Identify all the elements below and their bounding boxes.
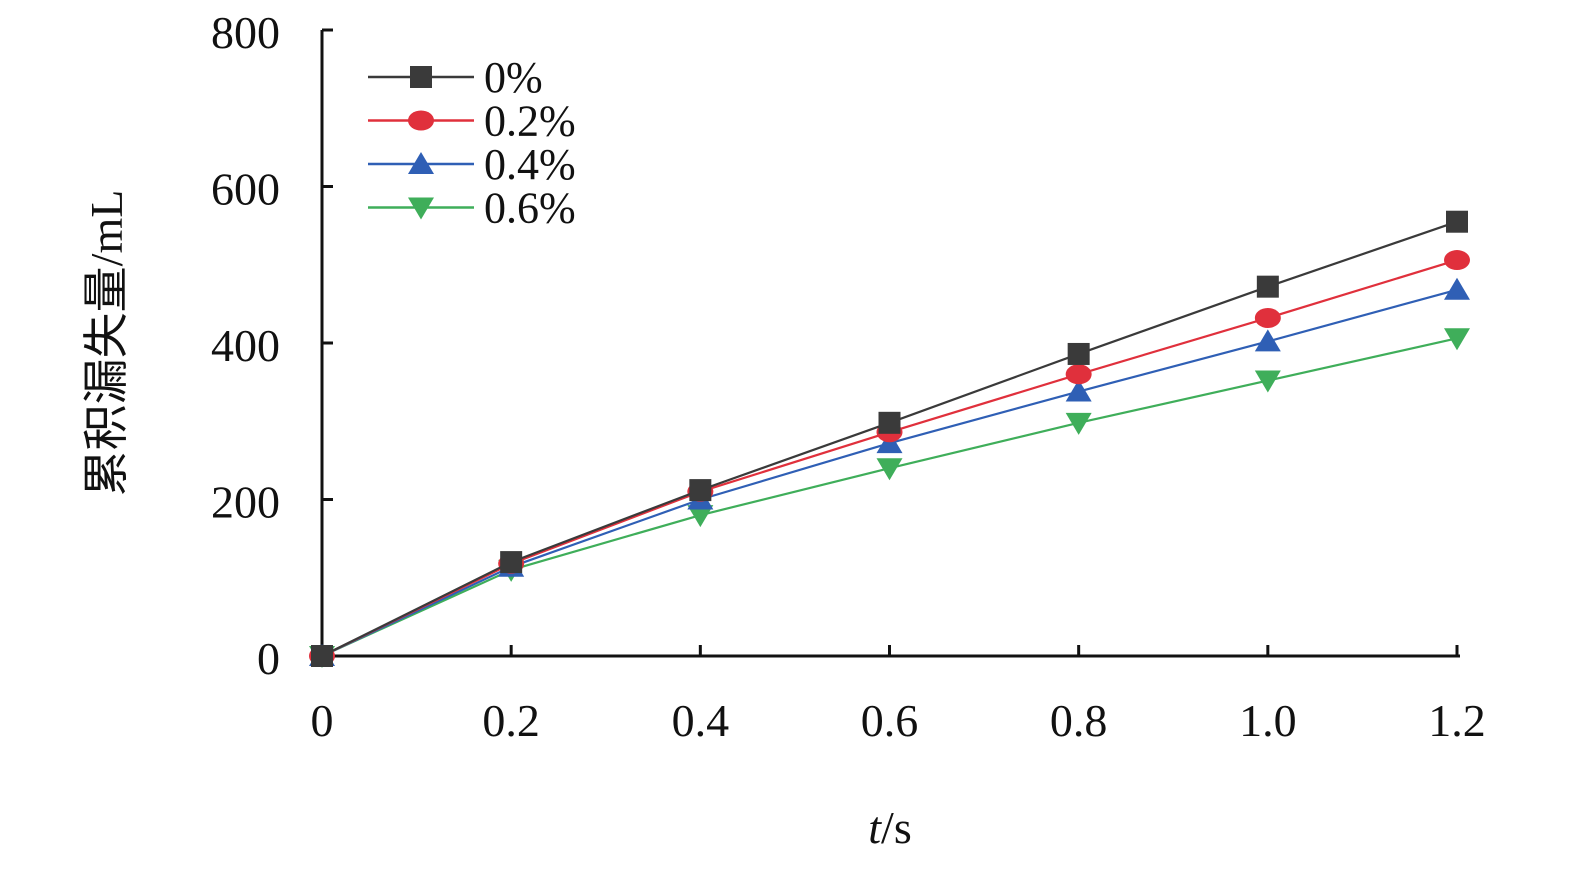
x-tick-label: 0.2: [482, 695, 540, 746]
data-point: [1065, 364, 1092, 385]
data-point: [500, 551, 523, 574]
y-tick-label: 400: [211, 320, 280, 371]
x-tick-label: 0.6: [861, 695, 919, 746]
series-0-6-: [309, 328, 1470, 668]
data-point: [1067, 342, 1090, 365]
x-ticks: 0 0.2 0.4 0.6 0.8 1.0 1.2: [311, 645, 1486, 746]
legend-marker: [408, 110, 434, 131]
data-point: [1444, 328, 1470, 351]
legend-entry: 0.6%: [368, 184, 576, 233]
legend: 0%0.2%0.4%0.6%: [368, 53, 576, 233]
data-point: [1444, 277, 1470, 300]
legend-label: 0.6%: [484, 184, 576, 233]
series-line: [321, 259, 1458, 657]
data-point: [311, 645, 333, 667]
series-layer: [309, 210, 1470, 668]
series-0-2-: [309, 250, 1470, 666]
data-point: [1065, 379, 1092, 402]
y-ticks: 0 200 400 600 800: [211, 7, 333, 684]
x-tick-label: 0.8: [1050, 695, 1108, 746]
series-line: [321, 337, 1458, 658]
legend-label: 0.2%: [484, 97, 576, 146]
x-tick-label: 1.0: [1239, 695, 1297, 746]
legend-label: 0%: [484, 53, 543, 102]
data-point: [689, 479, 712, 502]
x-tick-label: 0.4: [672, 695, 730, 746]
legend-label: 0.4%: [484, 140, 576, 189]
legend-marker: [408, 197, 434, 220]
data-point: [1444, 250, 1470, 271]
data-point: [878, 411, 901, 434]
data-point: [1254, 370, 1281, 393]
data-point: [1254, 329, 1281, 352]
series-0-: [311, 210, 1468, 667]
legend-marker: [408, 152, 434, 174]
x-axis-title-unit: /s: [881, 802, 912, 853]
y-axis-title: 累积漏失量/mL: [81, 190, 132, 497]
data-point: [1065, 412, 1092, 435]
data-point: [687, 505, 714, 528]
y-tick-label: 200: [211, 477, 280, 528]
x-axis-title-var: t: [868, 802, 882, 853]
legend-marker: [410, 66, 432, 88]
legend-entry: 0.4%: [368, 140, 576, 189]
y-tick-label: 0: [257, 633, 280, 684]
y-tick-label: 800: [211, 7, 280, 58]
y-tick-label: 600: [211, 164, 280, 215]
legend-entry: 0%: [368, 53, 543, 102]
legend-entry: 0.2%: [368, 97, 576, 146]
data-point: [1256, 275, 1279, 298]
data-point: [876, 458, 903, 481]
x-tick-label: 1.2: [1428, 695, 1486, 746]
data-point: [1446, 210, 1468, 233]
data-point: [1254, 307, 1281, 328]
x-tick-label: 0: [311, 695, 334, 746]
x-axis-title: t/s: [868, 802, 911, 853]
